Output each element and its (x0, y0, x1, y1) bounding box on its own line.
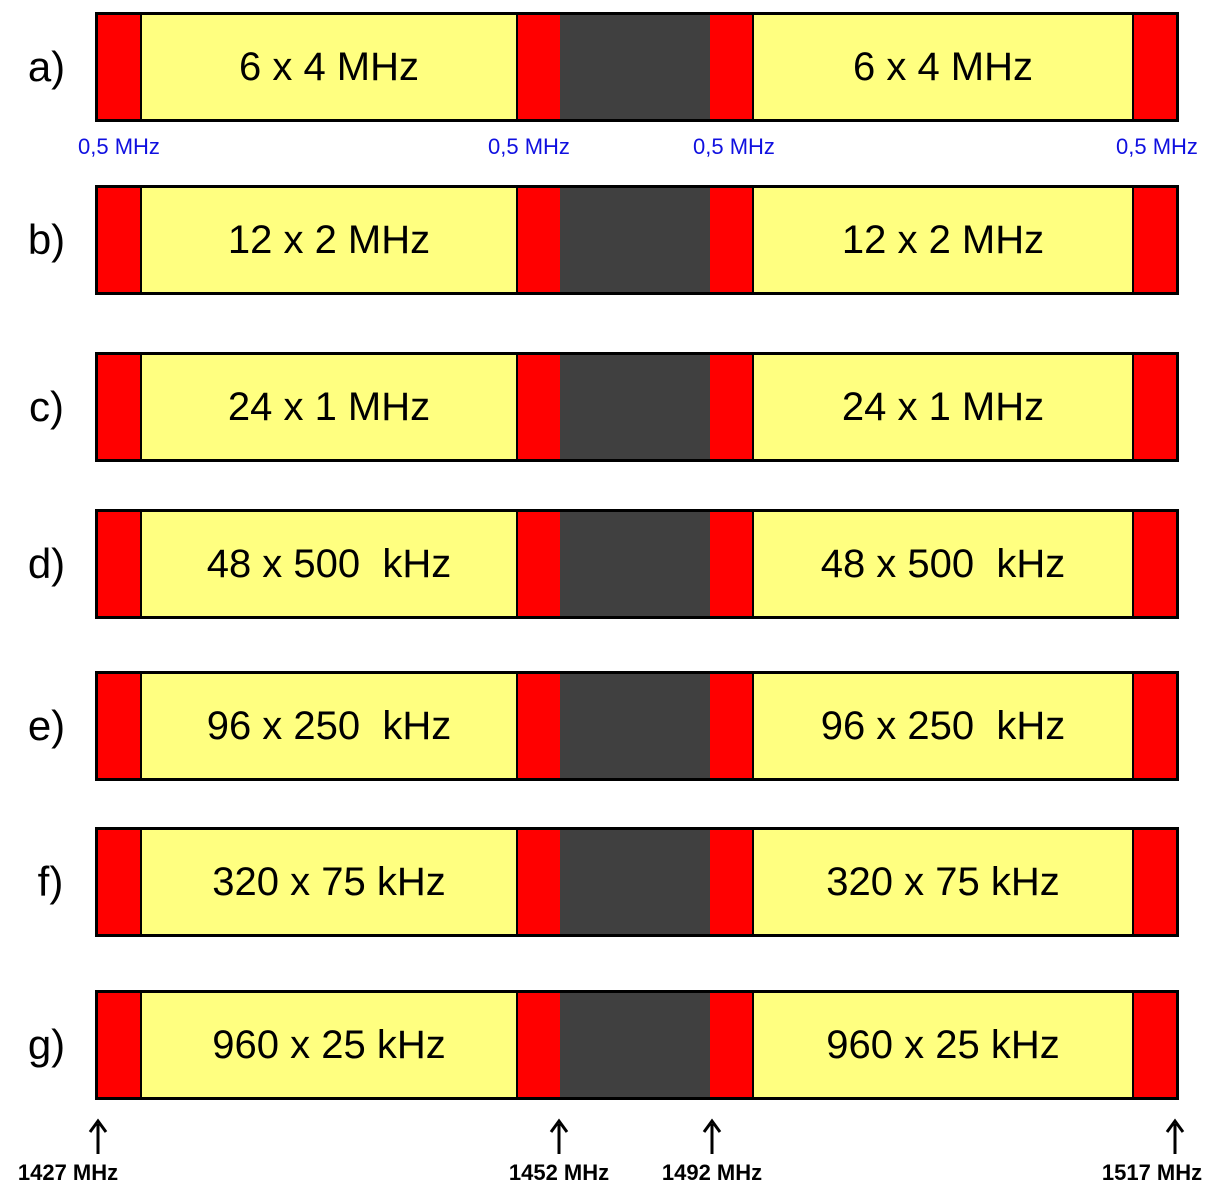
guard-band-width-label: 0,5 MHz (78, 134, 160, 159)
channel-block-left: 24 x 1 MHz (140, 355, 518, 459)
guard-band-center-right (710, 355, 752, 459)
guard-band-left (98, 674, 140, 778)
channel-block-right: 24 x 1 MHz (752, 355, 1134, 459)
frequency-label: 1427 MHz (17, 1160, 119, 1185)
channel-config-label: 960 x 25 kHz (826, 1022, 1060, 1067)
arrow-up-icon (702, 1118, 722, 1154)
center-gap (560, 674, 710, 778)
channel-config-label: 12 x 2 MHz (841, 217, 1045, 262)
row-label: a) (27, 43, 66, 90)
guard-band-center-left (518, 355, 560, 459)
channel-block-right: 96 x 250 kHz (752, 674, 1134, 778)
guard-band-center-left (518, 15, 560, 119)
frequency-label: 1517 MHz (1101, 1160, 1203, 1185)
band-bar: 960 x 25 kHz 960 x 25 kHz (95, 990, 1179, 1100)
band-bar: 96 x 250 kHz 96 x 250 kHz (95, 671, 1179, 781)
guard-band-center-left (518, 830, 560, 934)
channel-block-left: 48 x 500 kHz (140, 512, 518, 616)
guard-band-center-left (518, 993, 560, 1097)
guard-band-width-label: 0,5 MHz (693, 134, 775, 159)
row-label: f) (37, 858, 64, 905)
channel-block-right: 12 x 2 MHz (752, 188, 1134, 292)
guard-band-left (98, 15, 140, 119)
band-bar: 48 x 500 kHz 48 x 500 kHz (95, 509, 1179, 619)
center-gap (560, 355, 710, 459)
guard-band-center-left (518, 188, 560, 292)
arrow-up-icon (1165, 1118, 1185, 1154)
center-gap (560, 188, 710, 292)
guard-band-right (1134, 512, 1176, 616)
channel-block-right: 960 x 25 kHz (752, 993, 1134, 1097)
band-bar: 6 x 4 MHz 6 x 4 MHz (95, 12, 1179, 122)
channel-block-left: 6 x 4 MHz (140, 15, 518, 119)
guard-band-right (1134, 674, 1176, 778)
channel-block-right: 6 x 4 MHz (752, 15, 1134, 119)
channel-block-left: 960 x 25 kHz (140, 993, 518, 1097)
channel-config-label: 12 x 2 MHz (227, 217, 431, 262)
band-bar: 320 x 75 kHz 320 x 75 kHz (95, 827, 1179, 937)
channel-config-label: 48 x 500 kHz (820, 541, 1066, 586)
channel-config-label: 24 x 1 MHz (227, 384, 431, 429)
channel-config-label: 24 x 1 MHz (841, 384, 1045, 429)
channel-config-label: 6 x 4 MHz (852, 44, 1034, 89)
channel-block-left: 320 x 75 kHz (140, 830, 518, 934)
channel-block-right: 320 x 75 kHz (752, 830, 1134, 934)
guard-band-center-right (710, 188, 752, 292)
channel-block-left: 12 x 2 MHz (140, 188, 518, 292)
row-label: d) (27, 540, 66, 587)
channel-config-label: 48 x 500 kHz (206, 541, 452, 586)
guard-band-left (98, 188, 140, 292)
guard-band-left (98, 512, 140, 616)
guard-band-left (98, 993, 140, 1097)
channel-config-label: 320 x 75 kHz (212, 859, 446, 904)
guard-band-right (1134, 15, 1176, 119)
channel-config-label: 96 x 250 kHz (206, 703, 452, 748)
guard-band-center-left (518, 674, 560, 778)
row-label: b) (27, 216, 66, 263)
center-gap (560, 830, 710, 934)
center-gap (560, 15, 710, 119)
channel-block-left: 96 x 250 kHz (140, 674, 518, 778)
guard-band-right (1134, 188, 1176, 292)
guard-band-left (98, 830, 140, 934)
center-gap (560, 993, 710, 1097)
guard-band-right (1134, 355, 1176, 459)
guard-band-center-right (710, 993, 752, 1097)
row-label: c) (29, 383, 64, 430)
band-bar: 24 x 1 MHz 24 x 1 MHz (95, 352, 1179, 462)
arrow-up-icon (88, 1118, 108, 1154)
frequency-label: 1452 MHz (508, 1160, 610, 1185)
guard-band-left (98, 355, 140, 459)
guard-band-center-right (710, 15, 752, 119)
guard-band-width-label: 0,5 MHz (488, 134, 570, 159)
center-gap (560, 512, 710, 616)
band-bar: 12 x 2 MHz 12 x 2 MHz (95, 185, 1179, 295)
guard-band-center-right (710, 674, 752, 778)
channel-config-label: 96 x 250 kHz (820, 703, 1066, 748)
channel-config-label: 6 x 4 MHz (238, 44, 420, 89)
guard-band-width-label: 0,5 MHz (1116, 134, 1198, 159)
frequency-label: 1492 MHz (661, 1160, 763, 1185)
guard-band-center-right (710, 830, 752, 934)
channel-config-label: 320 x 75 kHz (826, 859, 1060, 904)
guard-band-right (1134, 993, 1176, 1097)
channel-config-label: 960 x 25 kHz (212, 1022, 446, 1067)
row-label: e) (27, 702, 66, 749)
arrow-up-icon (549, 1118, 569, 1154)
guard-band-right (1134, 830, 1176, 934)
channel-block-right: 48 x 500 kHz (752, 512, 1134, 616)
guard-band-center-left (518, 512, 560, 616)
guard-band-center-right (710, 512, 752, 616)
row-label: g) (27, 1021, 66, 1068)
